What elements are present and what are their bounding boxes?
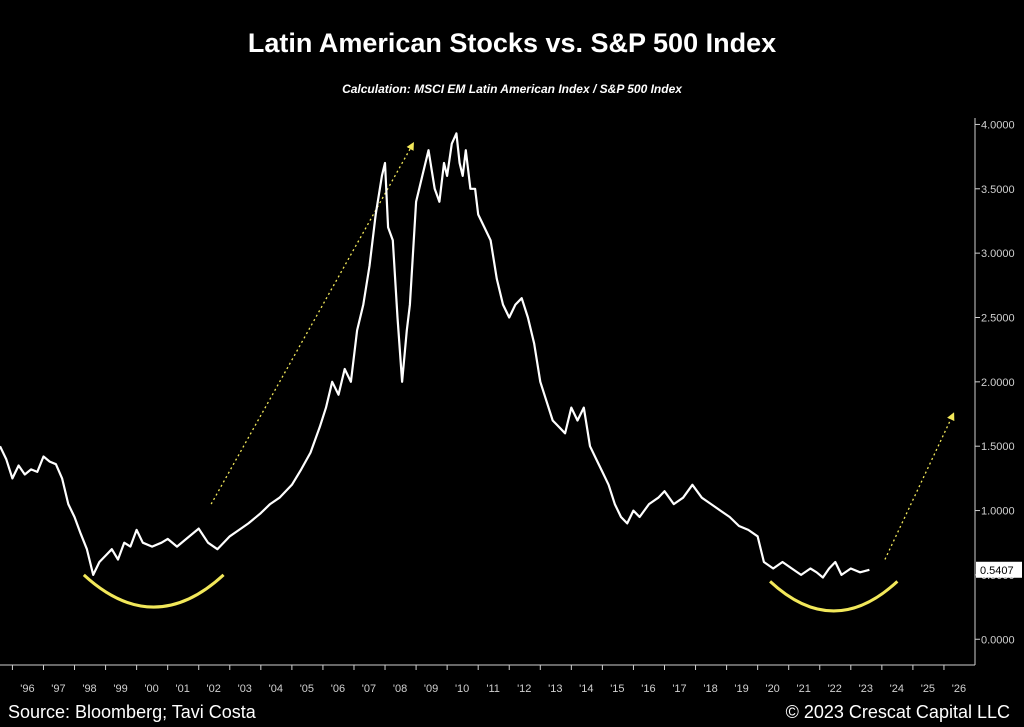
y-tick-label: 2.0000 — [981, 377, 1015, 389]
x-tick-label: '19 — [734, 683, 748, 695]
x-tick-label: '13 — [548, 683, 562, 695]
x-tick-label: '18 — [703, 683, 717, 695]
last-value-box — [976, 561, 1022, 578]
x-tick-label: '23 — [859, 683, 873, 695]
x-tick-label: '12 — [517, 683, 531, 695]
series-layer — [0, 132, 870, 579]
copyright-label: © 2023 Crescat Capital LLC — [785, 702, 1010, 722]
x-tick-label: '25 — [921, 683, 935, 695]
x-tick-label: '17 — [672, 683, 686, 695]
x-tick-label: '03 — [238, 683, 252, 695]
y-tick-label: 3.0000 — [981, 248, 1015, 260]
chart-title: Latin American Stocks vs. S&P 500 Index — [247, 28, 777, 58]
x-tick-label: '16 — [641, 683, 655, 695]
x-tick-label: '00 — [144, 683, 158, 695]
right-trend-arrow — [884, 412, 955, 560]
x-tick-label: '15 — [610, 683, 624, 695]
left-bottom-curve — [82, 573, 225, 609]
x-tick-label: '20 — [765, 683, 779, 695]
x-tick-label: '96 — [20, 683, 34, 695]
y-tick-label: 1.5000 — [981, 441, 1015, 453]
x-tick-label: '02 — [207, 683, 221, 695]
y-tick-label: 3.5000 — [981, 184, 1015, 196]
x-tick-label: '07 — [362, 683, 376, 695]
x-tick-label: '10 — [455, 683, 469, 695]
right-bottom-curve — [769, 580, 899, 613]
x-tick-label: '11 — [486, 683, 500, 695]
y-tick-label: 4.0000 — [981, 119, 1015, 131]
chart-subtitle: Calculation: MSCI EM Latin American Inde… — [342, 82, 682, 96]
x-tick-label: '22 — [828, 683, 842, 695]
y-tick-label: 2.5000 — [981, 312, 1015, 324]
annotations — [82, 141, 955, 613]
x-tick-label: '06 — [331, 683, 345, 695]
left-trend-arrow — [210, 141, 414, 505]
y-tick-label: 1.0000 — [981, 506, 1015, 518]
source-label: Source: Bloomberg; Tavi Costa — [8, 702, 256, 722]
y-tick-label: 0.0000 — [981, 634, 1015, 646]
x-tick-label: '09 — [424, 683, 438, 695]
x-tick-label: '04 — [269, 683, 283, 695]
x-tick-label: '99 — [113, 683, 127, 695]
last-value-label: 0.5407 — [980, 565, 1014, 577]
x-tick-label: '26 — [952, 683, 966, 695]
x-tick-label: '97 — [51, 683, 65, 695]
x-tick-label: '08 — [393, 683, 407, 695]
x-tick-label: '14 — [579, 683, 593, 695]
x-tick-label: '05 — [300, 683, 314, 695]
axes: 4.0000 3.5000 3.0000 2.5000 2.0000 1.5000 1.00… — [0, 118, 1022, 695]
x-tick-label: '21 — [797, 683, 811, 695]
x-tick-label: '01 — [176, 683, 190, 695]
x-tick-label: '24 — [890, 683, 904, 695]
x-tick-label: '98 — [82, 683, 96, 695]
series-line-0 — [0, 132, 870, 579]
